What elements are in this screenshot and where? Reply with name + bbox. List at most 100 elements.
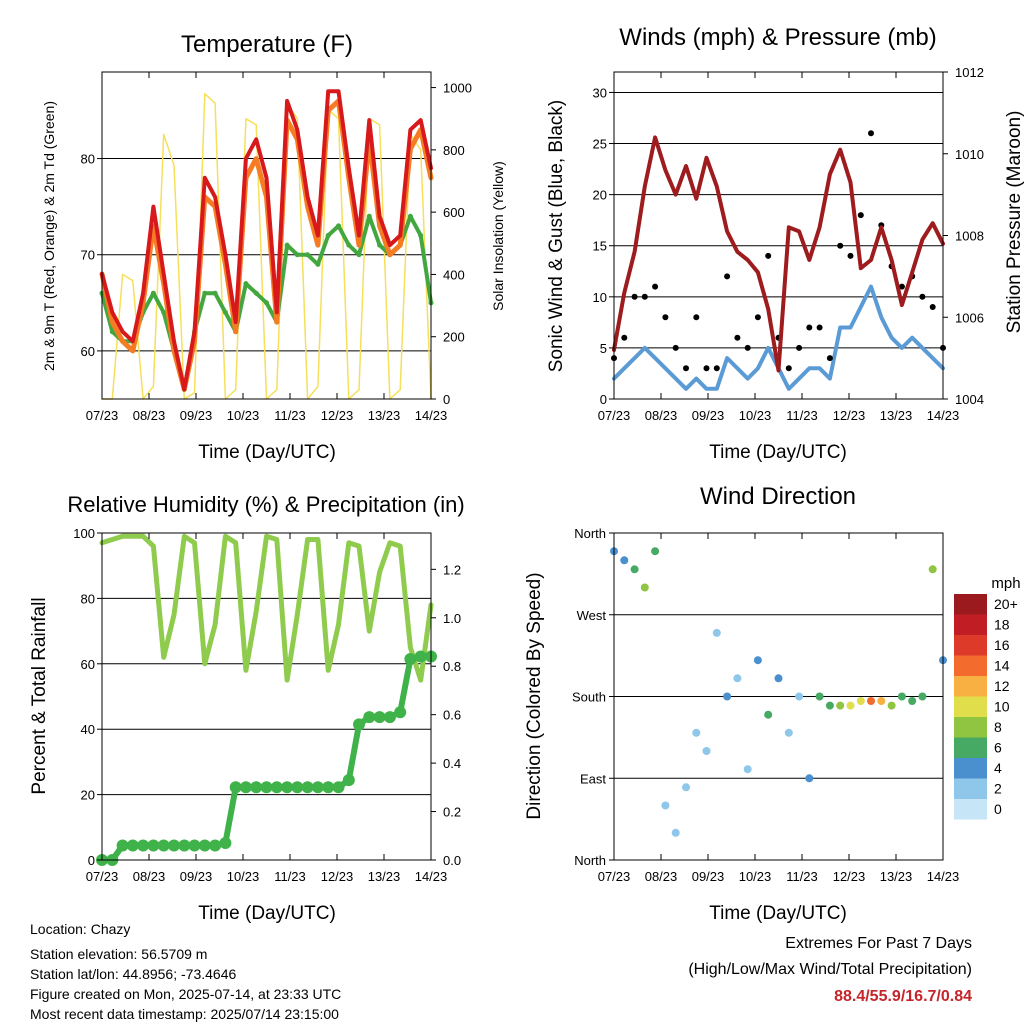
time-tick-label: 11/23 (786, 869, 818, 884)
direction-title: Wind Direction (700, 483, 856, 510)
direction-ticks: North East South West North (572, 526, 614, 868)
colorbar-label: 6 (994, 740, 1002, 756)
y-tick-label: 5 (600, 341, 607, 356)
direction-point (640, 583, 649, 592)
direction-tick-label: North (574, 853, 606, 868)
y-tick-label: 60 (81, 657, 95, 672)
y-tick-right-label: 1006 (955, 310, 984, 325)
dewpoint-point (212, 290, 218, 296)
dewpoint-point (315, 261, 321, 267)
time-tick-label: 09/23 (180, 408, 213, 423)
direction-point (836, 701, 845, 710)
time-tick-label: 13/23 (368, 869, 401, 884)
direction-point (682, 783, 690, 792)
gust-point (713, 365, 720, 372)
direction-tick-label: West (577, 608, 607, 623)
colorbar-swatch (954, 737, 987, 758)
time-tick-label: 12/23 (321, 869, 354, 884)
y-tick-right-label: 1.2 (443, 562, 461, 577)
time-tick-label: 12/23 (833, 869, 866, 884)
temperature-series (99, 89, 434, 400)
colorbar-label: 10 (994, 699, 1010, 715)
precipitation-point (342, 774, 355, 787)
temperature-xlabel: Time (Day/UTC) (198, 442, 336, 463)
direction-series (610, 547, 947, 837)
dewpoint-point (346, 242, 352, 248)
precipitation-point (414, 650, 427, 663)
precipitation-point (353, 718, 365, 731)
winds-series (611, 130, 946, 391)
direction-point (743, 765, 752, 774)
y-tick-label: 100 (73, 526, 95, 541)
gust-point (662, 314, 669, 321)
colorbar-swatch (954, 758, 987, 779)
dewpoint-point (407, 213, 413, 219)
precipitation-point (157, 839, 170, 852)
y-tick-right-label: 200 (443, 330, 465, 345)
precipitation-point (126, 839, 139, 852)
precipitation-point (332, 781, 345, 794)
relative-humidity-line (99, 533, 434, 683)
direction-point (774, 674, 783, 683)
y-tick-right-label: 0.0 (443, 853, 461, 868)
direction-point (753, 656, 762, 665)
colorbar-label: 18 (994, 617, 1010, 633)
temperature-2m-line (100, 89, 433, 392)
time-tick-label: 08/23 (645, 869, 678, 884)
y-tick-right-label: 0.2 (443, 805, 461, 820)
gust-point (724, 273, 731, 280)
precipitation-line (99, 653, 434, 863)
time-tick-label: 08/23 (133, 869, 166, 884)
humidity-title: Relative Humidity (%) & Precipitation (i… (67, 492, 464, 517)
precipitation-point (188, 839, 201, 852)
gust-point (796, 344, 803, 351)
time-tick-label: 09/23 (692, 408, 725, 423)
precipitation-point (322, 781, 335, 794)
precipitation-point (178, 839, 191, 852)
direction-point (712, 628, 721, 637)
precipitation-point (301, 781, 314, 794)
extremes-subheading: (High/Low/Max Wind/Total Precipitation) (688, 961, 972, 978)
humidity-right-ticks: 0.0 0.2 0.4 0.6 0.8 1.0 1.2 (431, 562, 461, 868)
direction-tick-label: South (572, 690, 606, 705)
colorbar-label: 14 (994, 658, 1010, 674)
time-tick-label: 07/23 (86, 408, 119, 423)
gust-point (919, 293, 926, 300)
time-tick-label: 07/23 (598, 408, 631, 423)
temperature-right-ticks: 0 200 400 600 800 1000 (431, 81, 472, 407)
station-elevation: Station elevation: 56.5709 m (30, 946, 208, 962)
temperature-left-ticks: 60 70 80 (81, 152, 102, 359)
humidity-ylabel: Percent & Total Rainfall (29, 597, 50, 794)
humidity-left-ticks: 0 20 40 60 80 100 (73, 526, 102, 868)
precipitation-point (219, 837, 232, 849)
y-tick-right-label: 600 (443, 205, 465, 220)
y-tick-right-label: 1000 (443, 81, 472, 96)
colorbar-label: 4 (994, 760, 1002, 776)
direction-point (702, 747, 711, 755)
gust-point (857, 212, 864, 219)
gust-point (631, 293, 638, 300)
gust-point (744, 344, 751, 351)
dewpoint-point (202, 290, 208, 296)
y-tick-label: 10 (593, 290, 607, 305)
y-tick-right-label: 1.0 (443, 611, 461, 626)
precipitation-point (250, 781, 263, 794)
time-tick-label: 12/23 (321, 408, 354, 423)
direction-point (661, 801, 670, 810)
direction-tick-label: North (574, 526, 606, 541)
y-tick-right-label: 0.4 (443, 756, 461, 771)
winds-ylabel: Sonic Wind & Gust (Blue, Black) (546, 100, 567, 372)
direction-point (620, 556, 629, 565)
dewpoint-point (336, 223, 341, 229)
dewpoint-point (264, 300, 269, 306)
gust-point (703, 365, 710, 372)
y-tick-right-label: 1010 (955, 147, 984, 162)
y-tick-right-label: 1008 (955, 229, 984, 244)
speed-colorbar: 0 2 4 6 8 10 12 14 16 18 20+ (954, 594, 1018, 820)
temperature-ylabel-right: Solar Insolation (Yellow) (490, 161, 506, 311)
colorbar-swatch (954, 655, 987, 676)
precipitation-point (311, 781, 324, 794)
temperature-plot-frame (101, 71, 432, 400)
temperature-title: Temperature (F) (181, 31, 353, 58)
dewpoint-point (109, 329, 115, 335)
